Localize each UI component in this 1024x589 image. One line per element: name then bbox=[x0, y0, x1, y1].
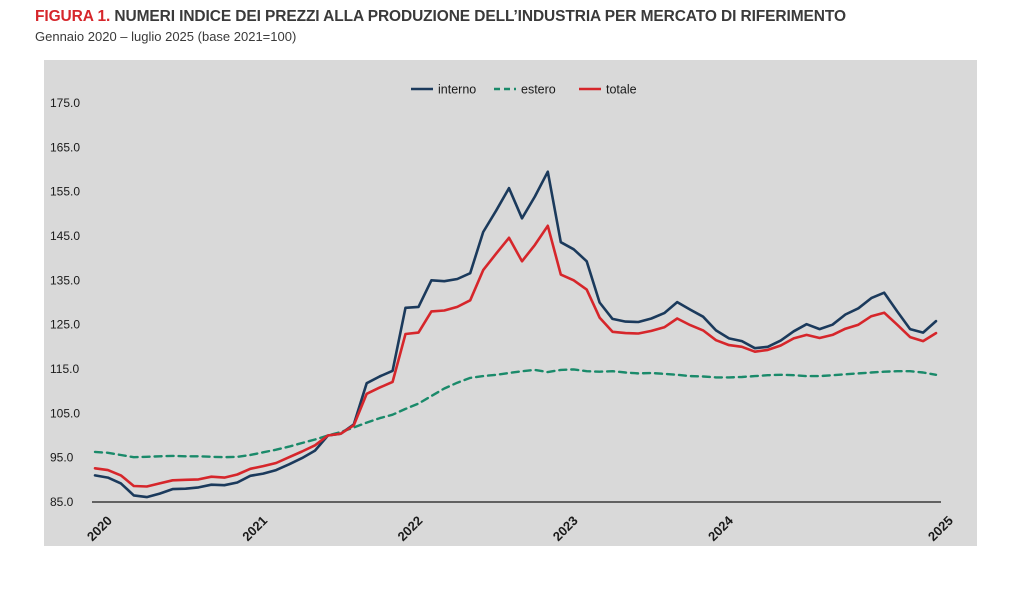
chart-title: FIGURA 1. NUMERI INDICE DEI PREZZI ALLA … bbox=[35, 8, 846, 26]
y-tick-label: 85.0 bbox=[50, 495, 74, 509]
y-tick-label: 145.0 bbox=[50, 229, 80, 243]
series-line-interno bbox=[93, 170, 938, 499]
chart-subtitle: Gennaio 2020 – luglio 2025 (base 2021=10… bbox=[35, 29, 297, 44]
x-tick-label: 2025 bbox=[925, 513, 956, 544]
y-tick-label: 165.0 bbox=[50, 140, 80, 154]
legend-label-totale: totale bbox=[606, 83, 637, 97]
y-tick-label: 105.0 bbox=[50, 406, 80, 420]
x-tick-label: 2024 bbox=[705, 512, 737, 544]
y-tick-label: 115.0 bbox=[50, 362, 79, 376]
chart-title-text: NUMERI INDICE DEI PREZZI ALLA PRODUZIONE… bbox=[110, 8, 846, 25]
x-tick-label: 2021 bbox=[239, 513, 270, 544]
legend-label-interno: interno bbox=[438, 83, 476, 97]
line-chart: 85.0 95.0 105.0 115.0 125.0 135.0 145.0 155.0 16… bbox=[50, 83, 956, 545]
series-line-totale bbox=[93, 224, 938, 488]
title-block: FIGURA 1. NUMERI INDICE DEI PREZZI ALLA … bbox=[35, 8, 846, 44]
y-tick-label: 155.0 bbox=[50, 185, 80, 199]
y-tick-label: 95.0 bbox=[50, 451, 74, 465]
chart-panel: 85.0 95.0 105.0 115.0 125.0 135.0 145.0 155.0 16… bbox=[44, 60, 977, 546]
y-tick-label: 125.0 bbox=[50, 318, 80, 332]
legend-label-estero: estero bbox=[521, 83, 556, 97]
x-tick-label: 2022 bbox=[394, 513, 425, 544]
x-tick-label: 2020 bbox=[84, 513, 115, 544]
y-tick-label: 175.0 bbox=[50, 96, 80, 110]
figure-label: FIGURA 1. bbox=[35, 8, 111, 25]
series-line-estero bbox=[93, 368, 938, 459]
x-tick-label: 2023 bbox=[550, 513, 581, 544]
y-tick-label: 135.0 bbox=[50, 273, 80, 287]
